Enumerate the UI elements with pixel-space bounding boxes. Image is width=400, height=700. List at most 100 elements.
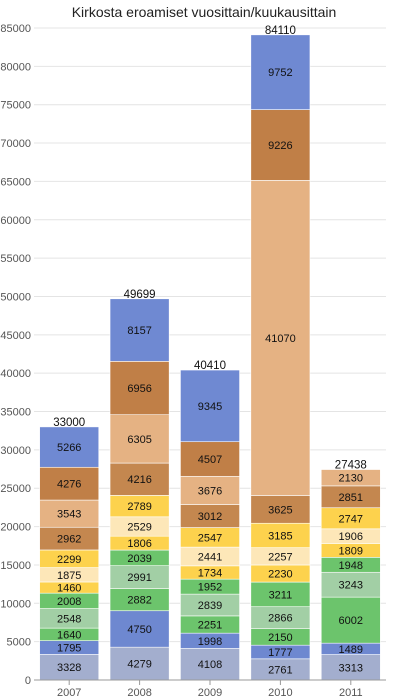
bar-segment xyxy=(180,475,240,505)
y-tick-label: 70000 xyxy=(0,138,31,150)
segment-value-label: 3328 xyxy=(57,662,81,674)
segment-value-label: 3313 xyxy=(339,662,363,674)
segment-value-label: 1998 xyxy=(198,636,222,648)
bar-segment xyxy=(39,426,100,468)
segment-value-label: 2882 xyxy=(127,595,151,607)
segment-value-label: 2839 xyxy=(198,600,222,612)
x-tick-label: 2008 xyxy=(127,687,151,699)
segment-value-label: 2851 xyxy=(339,492,363,504)
segment-value-label: 2761 xyxy=(268,664,292,676)
segment-value-label: 6002 xyxy=(339,615,363,627)
x-tick-label: 2011 xyxy=(339,687,363,699)
segment-value-label: 6305 xyxy=(127,434,151,446)
segment-value-label: 3625 xyxy=(268,504,292,516)
bar-segment xyxy=(250,522,311,548)
segment-value-label: 3211 xyxy=(269,589,293,601)
segment-value-label: 1734 xyxy=(198,567,222,579)
segment-value-label: 2251 xyxy=(198,620,222,632)
x-axis: 2007 2008 2009 2010 2011 xyxy=(34,679,386,699)
y-tick-label: 75000 xyxy=(0,100,31,112)
bar-segment xyxy=(250,495,311,524)
segment-value-label: 2866 xyxy=(268,613,292,625)
segment-value-label: 4750 xyxy=(127,624,151,636)
segment-value-label: 2299 xyxy=(57,554,81,566)
segment-value-label: 2039 xyxy=(127,553,151,565)
bar-segment xyxy=(250,34,311,110)
segment-value-label: 3012 xyxy=(198,511,222,523)
segment-value-label: 2529 xyxy=(127,522,151,534)
y-axis: 0 5000 10000 15000 20000 25000 30000 35000 40000… xyxy=(0,23,31,687)
bar-2008: 4279 4750 2882 2991 2039 1806 2529 2789 4216 6305… xyxy=(109,289,170,681)
segment-value-label: 4276 xyxy=(57,479,81,491)
bar-segment xyxy=(320,654,381,681)
bar-segment xyxy=(109,361,170,416)
bar-2010: 2761 1777 2150 2866 3211 2230 2257 3185 3625 4107… xyxy=(250,25,311,681)
segment-value-label: 9226 xyxy=(268,140,292,152)
segment-value-label: 2150 xyxy=(268,632,292,644)
y-tick-label: 55000 xyxy=(0,253,31,265)
y-tick-label: 0 xyxy=(25,675,31,687)
y-tick-label: 65000 xyxy=(0,176,31,188)
bar-segment xyxy=(250,180,311,496)
segment-value-label: 2547 xyxy=(198,532,222,544)
segment-value-label: 1640 xyxy=(57,629,81,641)
bar-total-label: 40410 xyxy=(194,360,226,372)
x-tick-label: 2007 xyxy=(57,687,81,699)
y-tick-label: 15000 xyxy=(0,560,31,572)
segment-value-label: 3543 xyxy=(57,509,81,521)
y-tick-label: 85000 xyxy=(0,23,31,35)
bar-total-label: 33000 xyxy=(53,417,85,429)
y-tick-label: 5000 xyxy=(7,637,31,649)
segment-value-label: 2747 xyxy=(339,513,363,525)
bar-segment xyxy=(320,571,381,598)
segment-value-label: 2130 xyxy=(339,473,363,485)
segment-value-label: 8157 xyxy=(127,325,151,337)
y-tick-label: 35000 xyxy=(0,407,31,419)
segment-value-label: 3243 xyxy=(339,580,363,592)
segment-value-label: 1875 xyxy=(57,570,81,582)
y-tick-label: 20000 xyxy=(0,522,31,534)
segment-value-label: 9752 xyxy=(268,67,292,79)
bar-segment xyxy=(320,469,381,487)
segment-value-label: 4216 xyxy=(127,474,151,486)
bar-total-label: 49699 xyxy=(124,289,156,301)
segment-value-label: 9345 xyxy=(198,401,222,413)
bar-segment xyxy=(250,581,311,608)
y-tick-label: 40000 xyxy=(0,368,31,380)
bar-total-label: 84110 xyxy=(265,25,296,37)
segment-value-label: 4507 xyxy=(198,454,222,466)
bar-segment xyxy=(180,648,240,681)
bar-segment xyxy=(250,109,311,181)
segment-value-label: 1806 xyxy=(127,538,151,550)
x-tick-label: 2009 xyxy=(198,687,222,699)
y-tick-label: 10000 xyxy=(0,598,31,610)
bar-2011: 3313 1489 6002 3243 1948 1809 1906 2747 2851 2130… xyxy=(320,460,381,681)
bar-segment xyxy=(180,369,240,443)
y-tick-label: 60000 xyxy=(0,215,31,227)
segment-value-label: 4279 xyxy=(127,659,151,671)
segment-value-label: 2230 xyxy=(268,569,292,581)
segment-value-label: 3676 xyxy=(198,485,222,497)
bar-2009: 4108 1998 2251 2839 1952 1734 2441 2547 3012 3676… xyxy=(180,360,240,681)
segment-value-label: 2789 xyxy=(127,501,151,513)
bar-segment xyxy=(109,414,170,464)
bar-segment xyxy=(320,596,381,644)
bar-segment xyxy=(39,466,100,501)
segment-value-label: 6956 xyxy=(127,383,151,395)
bar-total-label: 27438 xyxy=(335,460,367,472)
segment-value-label: 1948 xyxy=(339,560,363,572)
chart-title: Kirkosta eroamiset vuosittain/kuukausitt… xyxy=(72,4,337,20)
segment-value-label: 2441 xyxy=(198,551,222,563)
y-tick-label: 25000 xyxy=(0,483,31,495)
bar-segment xyxy=(109,298,170,362)
bar-segment xyxy=(39,499,100,528)
segment-value-label: 5266 xyxy=(57,442,81,454)
segment-value-label: 2257 xyxy=(268,551,292,563)
bar-segment xyxy=(109,462,170,496)
segment-value-label: 1906 xyxy=(339,531,363,543)
segment-value-label: 41070 xyxy=(265,333,296,345)
y-tick-label: 80000 xyxy=(0,61,31,73)
segment-value-label: 1952 xyxy=(198,582,222,594)
